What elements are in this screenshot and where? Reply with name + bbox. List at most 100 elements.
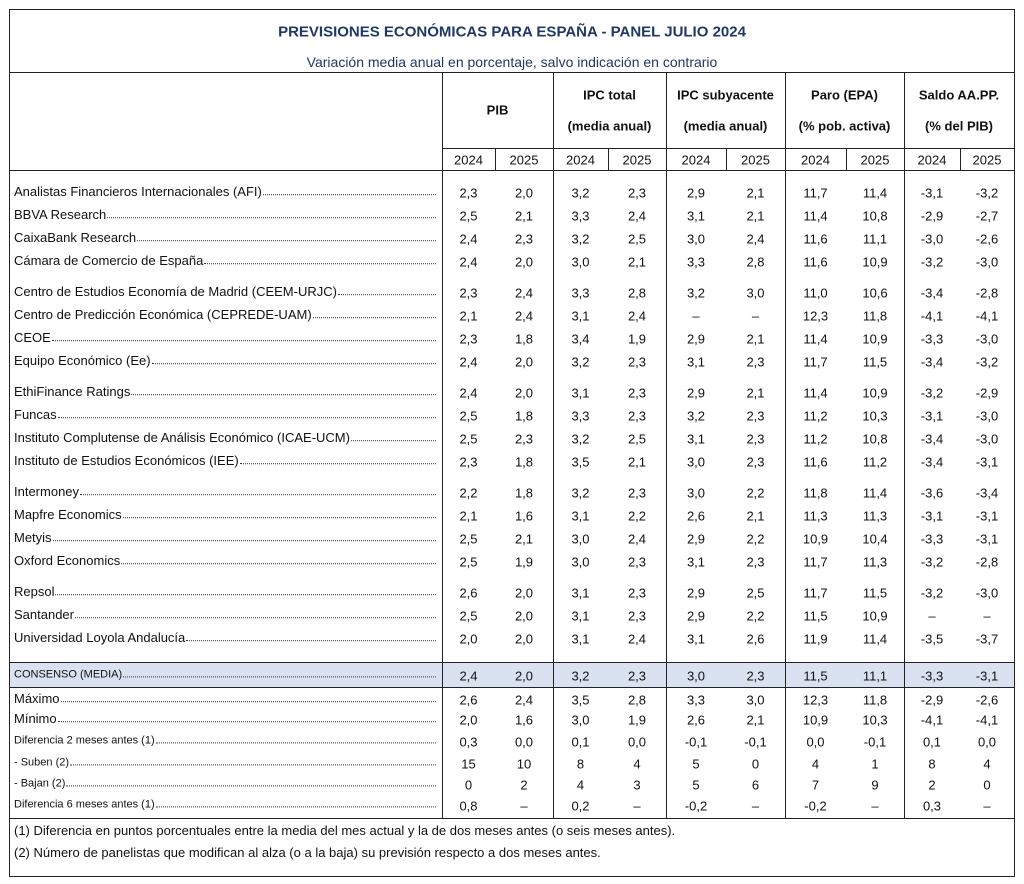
cell-value: 2,1 bbox=[746, 331, 765, 347]
cell-value: 11,4 bbox=[803, 385, 828, 401]
cell-value: 11,1 bbox=[862, 668, 888, 684]
cell-value: 11,5 bbox=[803, 608, 828, 624]
cell-value: 11,8 bbox=[803, 485, 828, 501]
cell-value: – bbox=[751, 308, 760, 324]
row-label: CONSENSO (MEDIA) bbox=[14, 668, 123, 681]
cell-value: 3,2 bbox=[571, 668, 590, 684]
cell-value: 0,3 bbox=[922, 798, 942, 814]
leader-dots bbox=[75, 617, 436, 619]
cell-value: 11,3 bbox=[862, 508, 888, 524]
cell-value: 1,8 bbox=[514, 408, 534, 424]
cell-value: 2,3 bbox=[627, 485, 647, 501]
cell-value: -3,2 bbox=[920, 385, 944, 401]
cell-value: -3,4 bbox=[920, 454, 944, 470]
cell-value: 2,1 bbox=[746, 185, 765, 201]
cell-value: 0,2 bbox=[571, 798, 590, 814]
rule bbox=[10, 687, 1014, 688]
row-label: CEOE bbox=[14, 330, 51, 346]
stat-label: Mínimo bbox=[14, 712, 438, 725]
year-header: 2025 bbox=[622, 152, 652, 168]
cell-value: -0,2 bbox=[684, 798, 708, 814]
cell-value: -3,0 bbox=[975, 431, 999, 447]
forecaster-label: CaixaBank Research bbox=[14, 231, 438, 244]
column-subheader: (% del PIB) bbox=[925, 118, 993, 134]
row-label: - Suben (2) bbox=[14, 756, 70, 769]
cell-value: 11,8 bbox=[862, 692, 888, 708]
cell-value: 2,4 bbox=[746, 231, 765, 247]
cell-value: 3,2 bbox=[686, 285, 706, 301]
cell-value: 2,0 bbox=[514, 608, 534, 624]
row-label: Máximo bbox=[14, 691, 60, 707]
cell-value: 10,6 bbox=[862, 285, 888, 301]
cell-value: -2,8 bbox=[975, 285, 999, 301]
row-label: Analistas Financieros Internacionales (A… bbox=[14, 184, 262, 200]
cell-value: 0,0 bbox=[806, 734, 825, 750]
cell-value: 2,0 bbox=[514, 354, 534, 370]
column-rule bbox=[726, 148, 727, 170]
row-label: Intermoney bbox=[14, 484, 80, 500]
cell-value: 11,6 bbox=[803, 254, 828, 270]
cell-value: 11,4 bbox=[862, 485, 888, 501]
row-label: Universidad Loyola Andalucía bbox=[14, 630, 186, 646]
rule bbox=[442, 148, 1014, 149]
cell-value: 3 bbox=[633, 777, 641, 793]
cell-value: 11,8 bbox=[862, 308, 888, 324]
cell-value: 2,4 bbox=[514, 308, 534, 324]
cell-value: -3,6 bbox=[920, 485, 944, 501]
forecaster-label: BBVA Research bbox=[14, 208, 438, 221]
cell-value: 3,3 bbox=[571, 285, 590, 301]
cell-value: -3,0 bbox=[920, 231, 944, 247]
cell-value: -3,1 bbox=[975, 508, 999, 524]
cell-value: 2,0 bbox=[514, 668, 534, 684]
year-header: 2025 bbox=[972, 152, 1002, 168]
row-label: Equipo Económico (Ee) bbox=[14, 353, 151, 369]
column-rule bbox=[608, 148, 609, 170]
cell-value: 2,2 bbox=[627, 508, 647, 524]
cell-value: -0,1 bbox=[863, 734, 887, 750]
leader-dots bbox=[312, 317, 436, 319]
cell-value: 5 bbox=[692, 777, 700, 793]
cell-value: 2,3 bbox=[627, 354, 647, 370]
cell-value: 10,9 bbox=[862, 385, 888, 401]
cell-value: 2,4 bbox=[514, 285, 534, 301]
leader-dots bbox=[60, 701, 436, 703]
row-label: Repsol bbox=[14, 584, 55, 600]
cell-value: 2,1 bbox=[514, 531, 534, 547]
leader-dots bbox=[151, 363, 436, 365]
row-label: - Bajan (2) bbox=[14, 777, 66, 790]
leader-dots bbox=[52, 540, 436, 542]
column-rule bbox=[442, 72, 443, 818]
cell-value: 11,7 bbox=[803, 554, 828, 570]
cell-value: 12,3 bbox=[802, 692, 829, 708]
cell-value: 3,3 bbox=[686, 692, 706, 708]
cell-value: 2,5 bbox=[459, 608, 478, 624]
cell-value: 11,9 bbox=[803, 631, 828, 647]
cell-value: 11,3 bbox=[862, 554, 888, 570]
cell-value: 3,2 bbox=[571, 185, 590, 201]
cell-value: 2,3 bbox=[746, 554, 765, 570]
cell-value: – bbox=[692, 308, 700, 324]
cell-value: 3,2 bbox=[571, 354, 590, 370]
cell-value: 11,1 bbox=[862, 231, 888, 247]
title: PREVISIONES ECONÓMICAS PARA ESPAÑA - PAN… bbox=[278, 23, 746, 41]
cell-value: 2,3 bbox=[627, 185, 647, 201]
cell-value: 2,4 bbox=[627, 208, 647, 224]
cell-value: -2,8 bbox=[975, 554, 999, 570]
cell-value: -3,1 bbox=[920, 508, 944, 524]
cell-value: 1,6 bbox=[514, 508, 534, 524]
forecaster-label: Funcas bbox=[14, 408, 438, 421]
cell-value: 3,0 bbox=[571, 712, 590, 728]
cell-value: 2,3 bbox=[627, 668, 647, 684]
cell-value: 5 bbox=[692, 756, 700, 772]
consensus-label: CONSENSO (MEDIA) bbox=[14, 669, 438, 680]
row-label: Instituto de Estudios Económicos (IEE) bbox=[14, 453, 239, 469]
forecaster-label: CEOE bbox=[14, 331, 438, 344]
cell-value: 2,3 bbox=[459, 454, 478, 470]
cell-value: 2,0 bbox=[459, 712, 478, 728]
cell-value: 2,2 bbox=[459, 485, 478, 501]
row-label: Diferencia 6 meses antes (1) bbox=[14, 798, 155, 811]
cell-value: 2,4 bbox=[459, 254, 478, 270]
cell-value: – bbox=[871, 798, 879, 814]
cell-value: 11,4 bbox=[862, 631, 888, 647]
